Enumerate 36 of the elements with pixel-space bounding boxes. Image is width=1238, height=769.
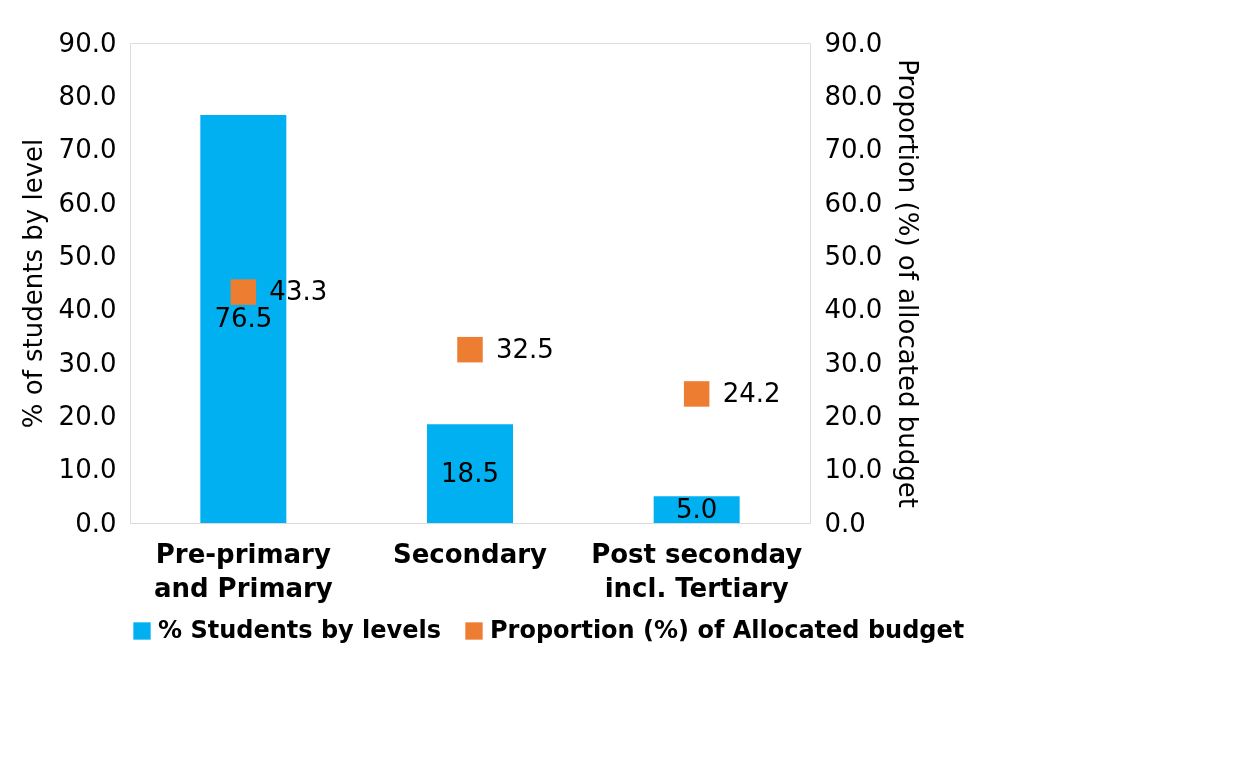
y-tick-label: 10.0 [58,454,117,485]
y-tick-label: 60.0 [58,187,117,218]
y2-tick-label: 0.0 [824,507,866,538]
x-tick-label: Post seconday incl. Tertiary [591,538,803,603]
y2-tick-label: 50.0 [824,240,883,271]
point [683,381,710,407]
y2-tick-label: 30.0 [824,347,883,378]
y-tick-label: 90.0 [58,27,117,58]
data-label: 18.5 [441,457,499,488]
data-label: 76.5 [214,303,273,333]
y2-tick-label: 70.0 [824,134,883,165]
y-tick-label: 0.0 [75,507,117,538]
y-tick-label: 70.0 [58,134,117,165]
x-tick-label: Secondary [392,538,548,569]
y-tick-label: 30.0 [58,347,117,378]
point [230,279,257,305]
legend-label: Proportion (%) of Allocated budget [490,616,965,644]
y-tick-label: 80.0 [58,80,117,111]
y2-axis-title: Proportion (%) of allocated budget [893,59,924,508]
x-tick-label: Pre-primary and Primary [153,538,333,603]
y2-tick-label: 20.0 [824,400,883,431]
data-label: 24.2 [722,377,781,408]
legend-label: % Students by levels [158,616,442,644]
y2-tick-label: 60.0 [824,187,883,218]
y2-tick-label: 40.0 [824,294,883,325]
bar [427,424,513,523]
y2-tick-label: 90.0 [824,27,883,58]
y2-tick-label: 80.0 [824,80,883,111]
y-axis-title: % of students by level [17,138,48,429]
y2-tick-label: 10.0 [824,454,883,485]
data-label: 32.5 [496,333,554,364]
y-tick-label: 50.0 [58,240,117,271]
data-label: 5.0 [675,493,718,524]
y-tick-label: 40.0 [58,294,117,325]
point [457,336,483,363]
y-tick-label: 20.0 [58,400,117,431]
